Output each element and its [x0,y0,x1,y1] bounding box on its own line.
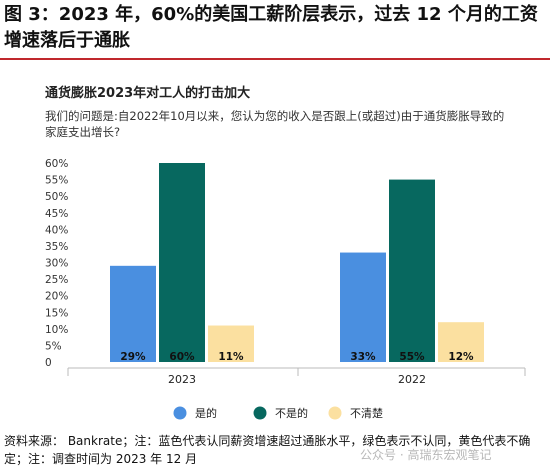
legend-label: 不清楚 [350,406,383,420]
y-tick-label: 55% [45,175,68,187]
y-tick-label: 35% [45,241,68,253]
y-tick-label: 60% [45,158,68,170]
y-tick-label: 40% [45,224,68,236]
legend-swatch [173,406,187,420]
bar [340,252,386,362]
bar [389,179,435,362]
legend-swatch [328,406,342,420]
title-divider [0,58,550,60]
legend-swatch [253,406,267,420]
data-label: 55% [399,351,425,363]
x-category-label: 2023 [168,373,196,386]
legend-label: 不是的 [275,406,308,420]
y-tick-label: 45% [45,208,68,220]
source-note: 资料来源： Bankrate；注：蓝色代表认同薪资增速超过通胀水平，绿色表示不认… [4,434,531,466]
chart-subtitle: 我们的问题是:自2022年10月以来，您认为您的收入是否跟上(或超过)由于通货膨… [45,109,505,139]
y-tick-label: 0 [45,357,52,369]
chart-title: 通货膨胀2023年对工人的打击加大 [45,86,251,101]
bar [110,265,156,362]
x-category-label: 2022 [398,373,426,386]
bar [208,325,254,362]
bar [438,322,484,362]
y-tick-label: 50% [45,191,68,203]
legend-label: 是的 [195,406,217,420]
y-tick-label: 20% [45,291,68,303]
bar [159,163,205,362]
y-tick-label: 25% [45,274,68,286]
y-tick-label: 10% [45,324,68,336]
y-tick-label: 30% [45,258,68,270]
data-label: 60% [169,351,195,363]
data-label: 29% [120,351,146,363]
y-tick-label: 15% [45,307,68,319]
y-tick-label: 5% [45,340,62,352]
data-label: 11% [218,351,244,363]
data-label: 33% [350,351,376,363]
watermark: 公众号 · 高瑞东宏观笔记 [360,448,492,462]
figure-title: 图 3：2023 年，60%的美国工薪阶层表示，过去 12 个月的工资增速落后于… [4,4,538,51]
data-label: 12% [448,351,474,363]
